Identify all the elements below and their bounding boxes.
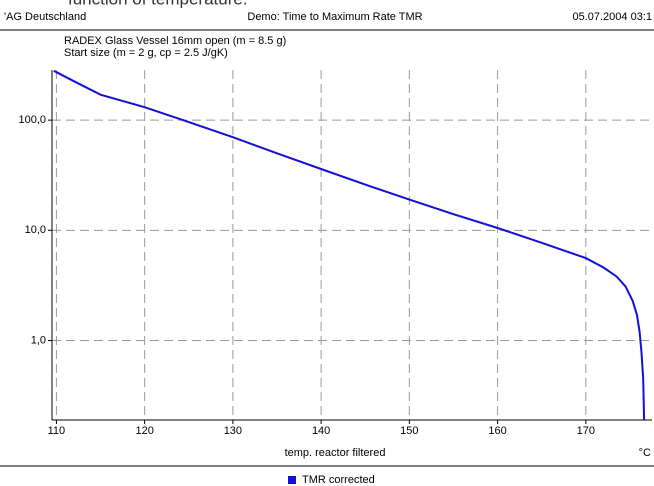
y-tick-label: 1,0 <box>31 334 46 346</box>
top-text: function of temperature. <box>68 0 248 8</box>
y-tick-label: 100,0 <box>18 114 46 126</box>
x-tick-label: 150 <box>400 425 418 437</box>
header-right: 05.07.2004 03:1 <box>572 11 652 23</box>
header-left: 'AG Deutschland <box>4 11 86 23</box>
x-tick-label: 170 <box>577 425 595 437</box>
x-unit: °C <box>639 447 651 459</box>
series-line <box>53 69 646 421</box>
x-axis-label: temp. reactor filtered <box>285 447 386 459</box>
x-tick-label: 140 <box>312 425 330 437</box>
subtitle: RADEX Glass Vessel 16mm open (m = 8.5 g) <box>64 35 286 47</box>
legend-label: TMR corrected <box>302 474 375 486</box>
x-tick-label: 160 <box>488 425 506 437</box>
x-tick-label: 130 <box>224 425 242 437</box>
x-tick-label: 120 <box>135 425 153 437</box>
y-tick-label: 10,0 <box>25 224 46 236</box>
subtitle: Start size (m = 2 g, cp = 2.5 J/gK) <box>64 47 228 59</box>
header-center: Demo: Time to Maximum Rate TMR <box>247 11 422 23</box>
legend-swatch <box>288 476 296 484</box>
x-tick-label: 110 <box>48 425 66 437</box>
